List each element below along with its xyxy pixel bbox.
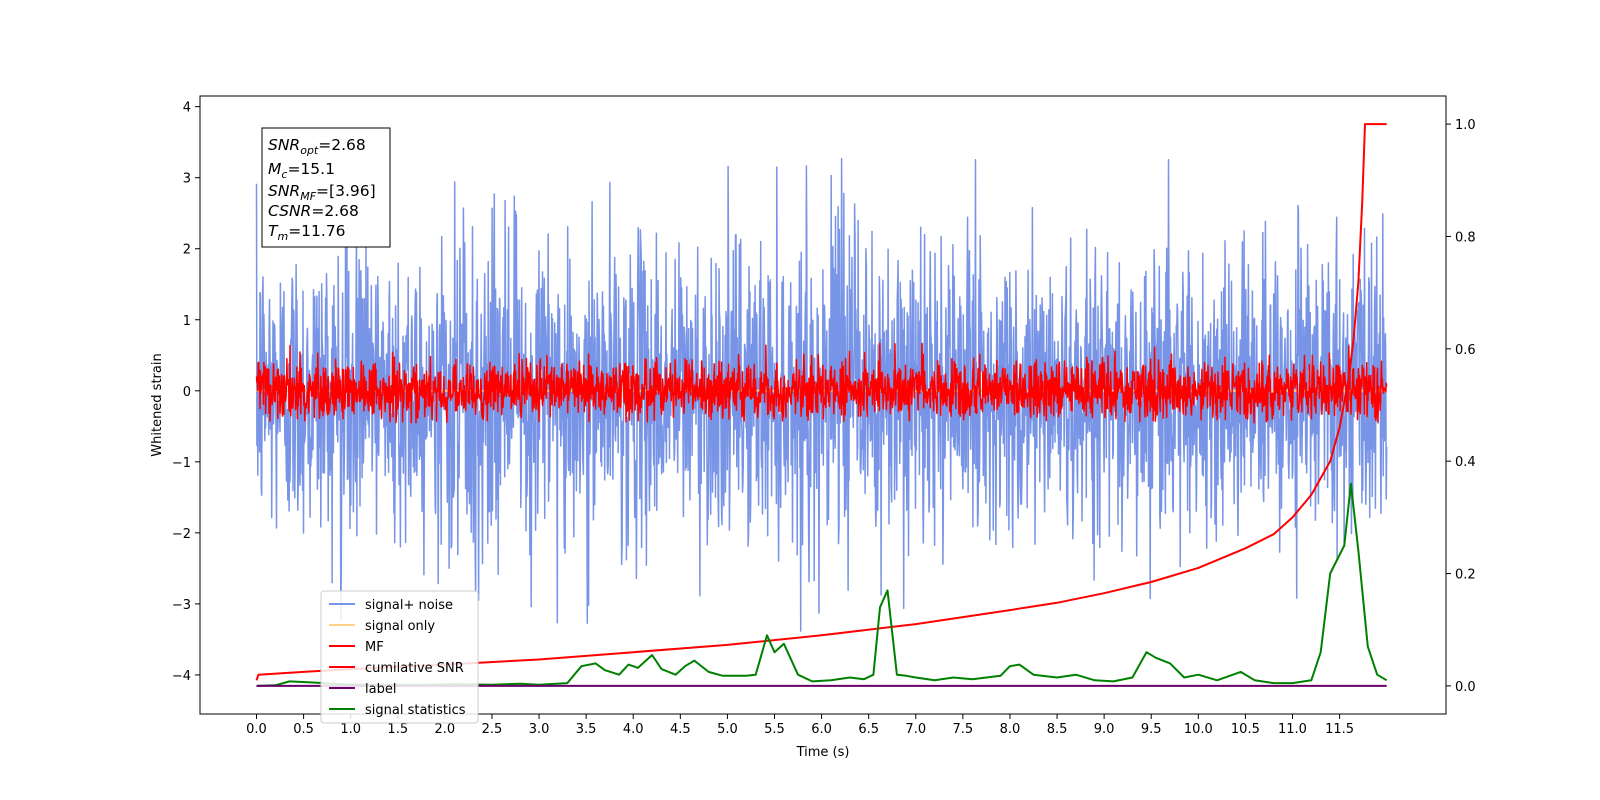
x-axis: 0.0 0.5 1.0 1.5 2.0 2.5 3.0 3.5 4.0 4.5 5.0 5.5 6.0 6… [246,714,1354,737]
y-tick-label: 0 [183,385,191,400]
y2-axis-right: 0.0 0.2 0.4 0.6 0.8 1.0 [1446,118,1476,695]
x-tick-label: 11.0 [1278,722,1307,737]
info-tm-sub: m [277,230,288,243]
info-snr-mf-sub: MF [300,190,316,203]
info-snr-opt-var: SNR [268,136,300,154]
y-tick-label: 2 [183,243,191,258]
info-snr-opt-sub: opt [300,144,319,157]
x-tick-label: 8.0 [1000,722,1021,737]
y-tick-label: −4 [172,669,191,684]
legend-label-label: label [365,682,396,697]
y-tick-label: −2 [172,527,191,542]
y-tick-label: −3 [172,598,191,613]
x-tick-label: 2.5 [482,722,503,737]
x-tick-label: 9.5 [1141,722,1162,737]
x-tick-label: 1.0 [340,722,361,737]
series-line-mf [255,342,1388,424]
x-tick-label: 9.0 [1094,722,1115,737]
y-axis: −4 −3 −2 −1 0 1 2 3 4 [172,101,200,684]
x-tick-label: 1.5 [387,722,408,737]
x-tick-label: 0.5 [293,722,314,737]
x-tick-label: 5.5 [764,722,785,737]
x-tick-label: 2.0 [435,722,456,737]
legend-frame [320,590,479,724]
info-tm-var: T [268,222,279,240]
x-tick-label: 3.0 [529,722,550,737]
y-tick-label: −1 [172,456,191,471]
y2-tick-label: 0.6 [1455,343,1476,358]
info-mc-value: =15.1 [287,160,335,178]
x-tick-label: 4.0 [623,722,644,737]
info-snr-opt-value: =2.68 [318,136,366,154]
plot-frame [199,95,1447,715]
info-mc-sub: c [281,168,287,181]
info-csnr-value: =2.68 [311,202,359,220]
info-box: SNRopt=2.68 Mc=15.1 SNRMF=[3.96] CSNR=2.… [261,127,391,248]
y2-tick-label: 0.2 [1455,568,1476,583]
info-box-frame [261,127,391,248]
legend-label-cumulative-snr: cumilative SNR [365,661,464,676]
y-tick-label: 3 [183,172,191,187]
legend-label-signal-noise: signal+ noise [365,598,453,613]
series-line-signal-statistics [256,482,1388,687]
x-tick-label: 5.0 [717,722,738,737]
y2-tick-label: 0.0 [1455,680,1476,695]
x-tick-label: 10.5 [1231,722,1260,737]
legend-label-signal-only: signal only [365,619,435,634]
y2-tick-label: 0.4 [1455,455,1476,470]
x-tick-label: 11.5 [1325,722,1354,737]
x-tick-label: 7.0 [905,722,926,737]
x-tick-label: 0.0 [246,722,267,737]
x-tick-label: 6.5 [858,722,879,737]
x-tick-label: 6.0 [811,722,832,737]
y2-tick-label: 0.8 [1455,230,1476,245]
x-tick-label: 8.5 [1047,722,1068,737]
x-tick-label: 7.5 [953,722,974,737]
legend: signal+ noise signal only MF cumilative … [320,590,479,724]
y-axis-label: Whitened strain [150,353,165,456]
info-tm-value: =11.76 [288,222,345,240]
y-tick-label: 4 [183,101,191,116]
info-snr-mf-value: =[3.96] [316,182,376,200]
info-csnr: CSNR=2.68 [268,202,359,220]
info-tm: Tm=11.76 [268,222,346,243]
x-tick-label: 4.5 [670,722,691,737]
y2-tick-label: 1.0 [1455,118,1476,133]
info-snr-mf-var: SNR [268,182,300,200]
info-mc: Mc=15.1 [268,160,335,181]
y-tick-label: 1 [183,314,191,329]
x-axis-label: Time (s) [796,745,850,760]
legend-label-mf: MF [365,640,384,655]
x-tick-label: 3.5 [576,722,597,737]
info-snr-mf: SNRMF=[3.96] [268,182,376,203]
info-snr-opt: SNRopt=2.68 [268,136,366,157]
info-mc-var: M [268,160,281,178]
info-csnr-var: CSNR [268,202,311,220]
legend-label-signal-statistics: signal statistics [365,703,466,718]
x-tick-label: 10.0 [1184,722,1213,737]
